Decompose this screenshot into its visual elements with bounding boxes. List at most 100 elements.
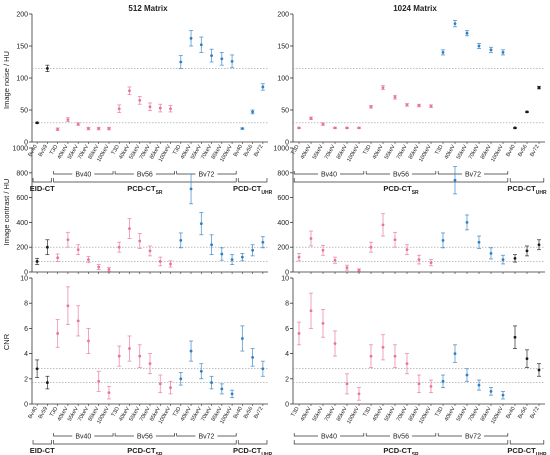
data-point — [453, 22, 457, 25]
data-point — [128, 347, 131, 350]
data-point — [261, 240, 265, 244]
subgroup-label: Bv56 — [137, 172, 153, 179]
data-point — [393, 238, 397, 242]
data-point — [97, 265, 101, 269]
data-point — [169, 262, 172, 266]
data-point — [465, 373, 469, 377]
subgroup-label: Bv40 — [321, 172, 337, 179]
y-tick-label: 4 — [285, 351, 289, 358]
data-point — [321, 248, 325, 252]
data-point — [210, 243, 213, 247]
group-label: PCD-CTUHR — [233, 184, 273, 196]
y-tick-label: 10 — [20, 276, 28, 283]
x-tick-label: Bv72 — [529, 144, 540, 158]
group-bracket — [509, 178, 545, 183]
data-point — [297, 332, 301, 335]
data-point — [107, 391, 111, 395]
x-tick-label: 100keV — [490, 406, 505, 425]
x-tick-label: 100keV — [490, 144, 505, 163]
y-tick-label: 0 — [285, 402, 289, 409]
data-point — [393, 95, 397, 99]
subgroup-label: Bv56 — [393, 434, 409, 441]
data-point — [333, 126, 337, 130]
y-tick-label: 2 — [285, 376, 289, 383]
data-point — [465, 221, 469, 224]
y-tick-label: 0 — [285, 140, 289, 147]
x-tick-label: T3D — [172, 144, 182, 156]
data-point — [87, 258, 90, 261]
data-point — [220, 57, 224, 61]
data-point — [357, 268, 361, 272]
data-point — [477, 383, 481, 387]
y-tick-label: 400 — [16, 220, 28, 227]
subgroup-bracket — [176, 433, 237, 437]
data-point — [381, 345, 385, 349]
x-tick-label: Bv72 — [253, 144, 264, 158]
x-tick-label: 100keV — [418, 406, 433, 425]
data-point — [333, 258, 337, 262]
data-point — [405, 248, 409, 252]
x-tick-label: T3D — [111, 406, 121, 418]
data-point — [333, 342, 337, 345]
y-tick-label: 6 — [285, 326, 289, 333]
panel-contrast-1024: 0 200 400 600 800 1000 — [273, 146, 545, 277]
group-label: PCD-CTSR — [383, 446, 419, 455]
data-point — [513, 335, 517, 339]
x-tick-label: Bv56 — [243, 406, 254, 420]
subgroup-label: Bv40 — [75, 434, 91, 441]
data-point — [169, 107, 172, 111]
x-tick-label: 100keV — [346, 406, 361, 425]
group-label-subscript: SR — [156, 190, 163, 196]
data-point — [477, 240, 481, 244]
data-point — [230, 59, 234, 63]
ylabel-cnr: CNR — [2, 333, 11, 350]
group-label: PCD-CTUHR — [507, 446, 547, 455]
x-tick-label: T3D — [362, 144, 372, 156]
group-bracket — [293, 440, 509, 445]
subgroup-bracket — [114, 433, 175, 437]
data-point — [525, 110, 529, 114]
data-point — [45, 381, 49, 384]
data-point — [230, 258, 234, 261]
subgroup-label: Bv40 — [75, 172, 91, 179]
data-point — [297, 126, 301, 130]
data-point — [199, 222, 203, 226]
subgroup-label: Bv56 — [393, 172, 409, 179]
data-point — [66, 118, 70, 121]
data-point — [321, 321, 325, 325]
data-point — [230, 392, 234, 396]
subgroup-bracket — [365, 171, 437, 175]
x-tick-label: Bv40 — [27, 406, 38, 420]
y-tick-label: 0 — [24, 140, 28, 147]
data-point — [357, 126, 361, 130]
data-point — [128, 227, 131, 231]
data-point — [381, 86, 385, 89]
data-point — [477, 44, 481, 48]
data-point — [417, 258, 421, 261]
data-point — [76, 319, 80, 323]
subgroup-bracket — [53, 433, 114, 437]
data-point — [501, 258, 505, 261]
y-tick-label: 50 — [20, 108, 28, 115]
group-bracket — [53, 178, 237, 183]
y-tick-label: 1000 — [12, 146, 28, 153]
y-tick-label: 150 — [277, 44, 289, 51]
data-point — [369, 245, 373, 249]
subgroup-bracket — [114, 171, 175, 175]
y-tick-label: 50 — [281, 108, 289, 115]
y-tick-label: 0 — [285, 270, 289, 277]
data-point — [158, 106, 162, 110]
data-point — [489, 252, 493, 255]
data-point — [501, 51, 505, 54]
x-tick-label: T3D — [172, 406, 182, 418]
panel-contrast-512: 0 200 400 600 800 1000 — [12, 146, 268, 277]
data-point — [393, 354, 397, 358]
x-tick-label: Bv40 — [233, 406, 244, 420]
data-point — [251, 110, 255, 114]
y-tick-label: 600 — [16, 195, 28, 202]
group-label-subscript: UHR — [261, 452, 272, 455]
data-point — [525, 249, 529, 253]
data-point — [441, 51, 445, 54]
